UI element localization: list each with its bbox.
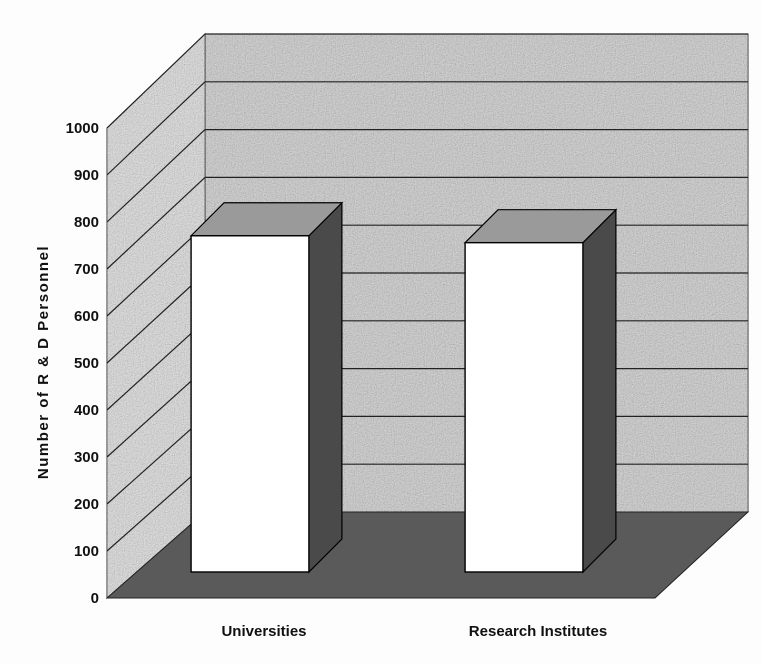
gridline-side bbox=[106, 81, 206, 176]
gridline-side bbox=[106, 368, 206, 458]
side-wall-texture bbox=[107, 34, 205, 598]
gridline-side bbox=[106, 463, 206, 552]
bar-front-face bbox=[464, 241, 584, 573]
y-tick-label: 1000 bbox=[66, 120, 99, 137]
gridline-side bbox=[106, 415, 206, 505]
y-tick-label: 400 bbox=[74, 402, 99, 419]
bar-front-face bbox=[190, 235, 310, 573]
gridline-side bbox=[106, 129, 206, 223]
y-tick-label: 100 bbox=[74, 543, 99, 560]
x-category-label: Research Institutes bbox=[469, 623, 607, 640]
y-tick-label: 0 bbox=[91, 590, 99, 607]
bar-side-face bbox=[308, 201, 343, 574]
x-category-label: Universities bbox=[221, 623, 306, 640]
y-axis-title: Number of R & D Personnel bbox=[35, 245, 52, 479]
gridline-side bbox=[106, 224, 206, 317]
gridline-side bbox=[106, 320, 206, 411]
y-tick-label: 300 bbox=[74, 449, 99, 466]
bar-research-institutes bbox=[463, 208, 618, 574]
y-tick-label: 200 bbox=[74, 496, 99, 513]
y-tick-label: 900 bbox=[74, 167, 99, 184]
y-tick-label: 600 bbox=[74, 308, 99, 325]
bar-side-face bbox=[582, 208, 617, 574]
gridline-side bbox=[106, 33, 206, 129]
y-tick-label: 700 bbox=[74, 261, 99, 278]
y-tick-label: 800 bbox=[74, 214, 99, 231]
gridline-side bbox=[106, 176, 206, 270]
gridline-side bbox=[106, 272, 206, 364]
bar-universities bbox=[189, 201, 344, 574]
y-tick-label: 500 bbox=[74, 355, 99, 372]
